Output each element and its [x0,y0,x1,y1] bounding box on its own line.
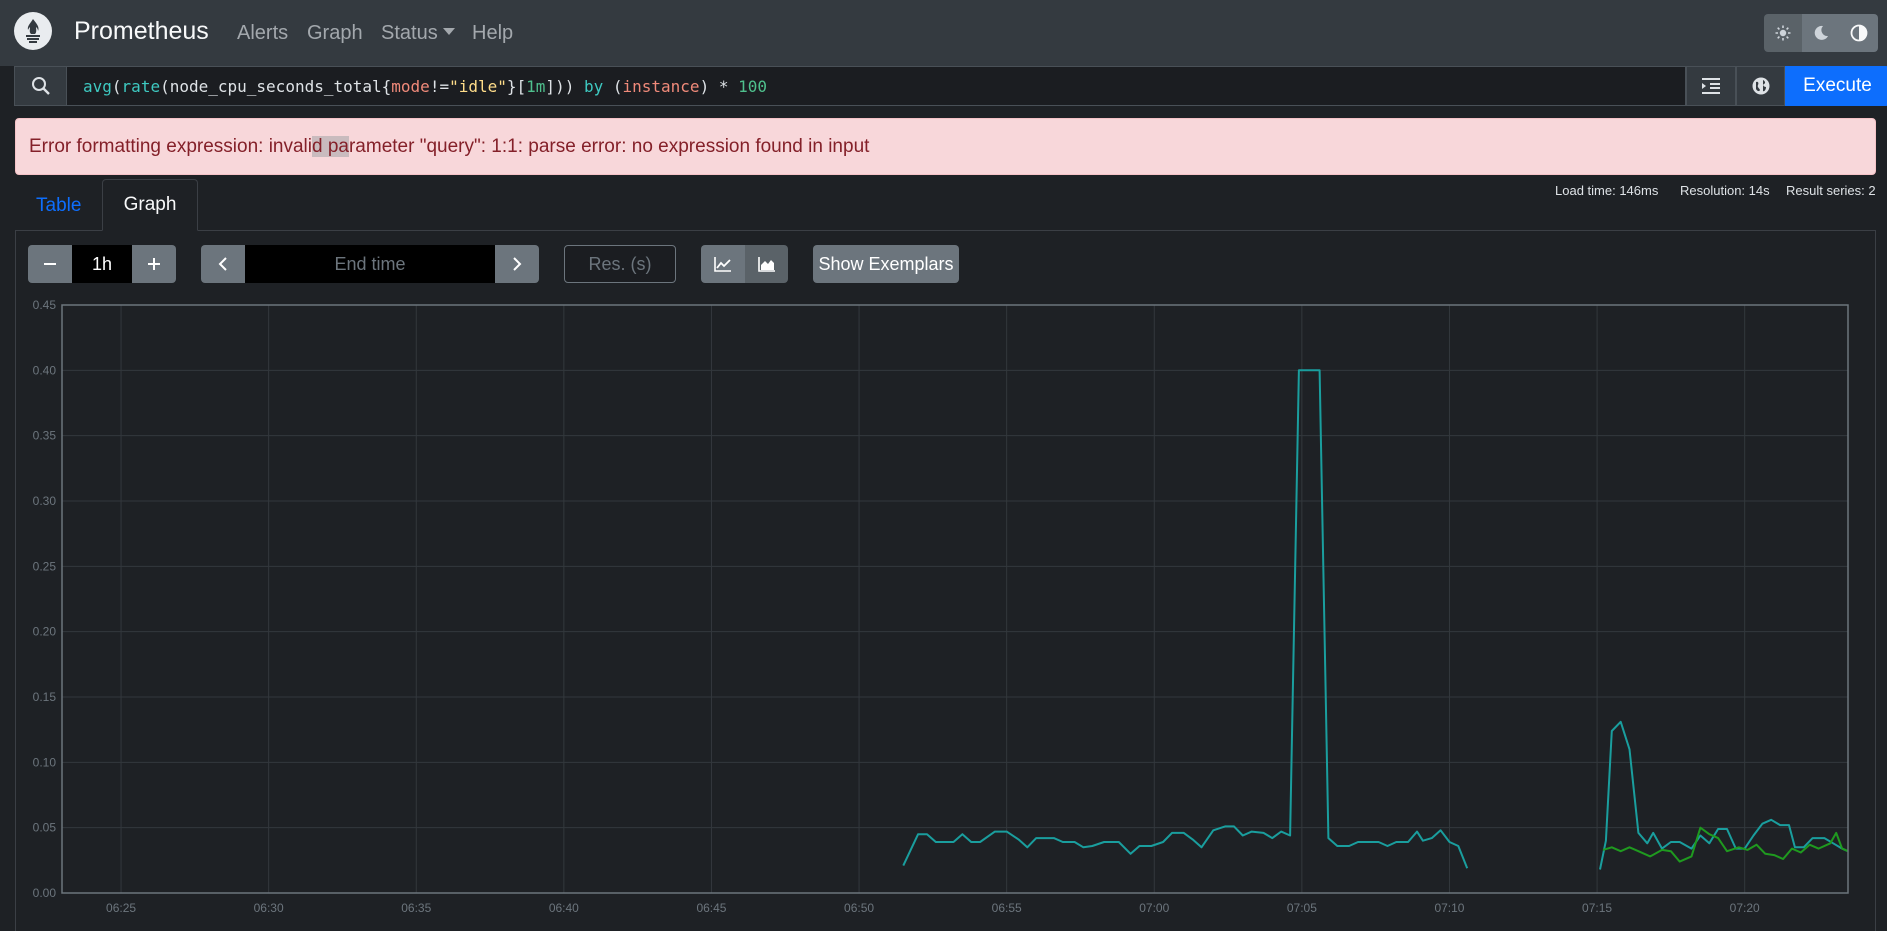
minus-icon [44,263,56,265]
x-tick-label: 07:10 [1434,901,1464,915]
y-tick-label: 0.25 [33,559,57,573]
x-tick-label: 07:05 [1287,901,1317,915]
chevron-left-icon [218,257,227,271]
y-axis: 0.00 0.05 0.10 0.15 0.20 0.25 0.30 0.35 0.40 0.45 [33,298,57,900]
graph-panel [15,231,1876,931]
decrease-range-button[interactable] [28,245,72,283]
expr-token: 1m [526,77,546,96]
expr-token: avg [83,77,112,96]
expr-token: mode [391,77,430,96]
metrics-explorer-button[interactable] [1736,66,1785,106]
stacked-chart-button[interactable] [745,245,788,283]
globe-icon [1752,77,1769,95]
nav-help[interactable]: Help [472,22,514,44]
expr-token: } [506,77,517,96]
chevron-right-icon [513,257,522,271]
x-tick-label: 06:25 [106,901,136,915]
y-tick-label: 0.10 [33,755,57,769]
x-tick-label: 06:40 [549,901,579,915]
line-chart-icon [714,257,731,272]
expr-token: { [381,77,392,96]
x-tick-label: 06:30 [254,901,284,915]
resolution-input[interactable]: Res. (s) [564,245,676,283]
nav-status-label: Status [381,22,438,44]
expr-token: ( [160,77,170,96]
error-text-highlight: d pa [312,136,349,157]
error-alert: Error formatting expression: invalid par… [15,118,1876,175]
indent-icon [1702,78,1720,94]
chart-series [902,369,1849,870]
plot-frame [61,304,1849,894]
brand-title[interactable]: Prometheus [74,17,209,45]
expr-token: rate [121,77,161,96]
chart-grid [62,304,1848,894]
y-tick-label: 0.40 [33,363,57,377]
show-exemplars-button[interactable]: Show Exemplars [813,245,959,283]
nav-graph[interactable]: Graph [307,22,363,44]
expr-token: ( [612,77,623,96]
error-text-end: rameter "query": 1:1: parse error: no ex… [348,136,870,157]
y-tick-label: 0.00 [33,886,57,900]
expr-token: by [574,77,613,96]
contrast-icon[interactable] [1840,14,1878,52]
end-time-back-button[interactable] [201,245,245,283]
expr-token: instance [622,77,700,96]
prometheus-logo-icon[interactable] [14,12,52,50]
expr-token: != [429,77,450,96]
sun-icon[interactable] [1764,14,1802,52]
graph-chart[interactable]: 0.00 0.05 0.10 0.15 0.20 0.25 0.30 0.35 0.40 0.45… [0,290,1887,926]
x-tick-label: 06:35 [401,901,431,915]
y-tick-label: 0.45 [33,298,57,312]
plus-icon [148,258,160,270]
navbar: Prometheus Alerts Graph Status Help [0,0,1887,66]
x-tick-label: 06:45 [696,901,726,915]
series-line[interactable] [902,369,1469,869]
x-tick-label: 07:20 [1730,901,1760,915]
increase-range-button[interactable] [132,245,176,283]
x-axis: 06:25 06:30 06:35 06:40 06:45 06:50 06:55 07:00… [106,901,1760,915]
moon-icon[interactable] [1802,14,1840,52]
x-tick-label: 06:50 [844,901,874,915]
series-line[interactable] [1599,720,1849,870]
load-time: Load time: 146ms [1555,183,1659,198]
nav-alerts[interactable]: Alerts [237,22,289,44]
x-tick-label: 07:15 [1582,901,1612,915]
error-text-start: Error formatting expression: invali [29,136,312,157]
expression-input[interactable]: avg(rate(node_cpu_seconds_total{mode!="i… [67,66,1686,106]
format-expression-button[interactable] [1686,66,1736,106]
expr-token: "idle" [449,77,507,96]
range-input[interactable]: 1h [72,245,132,283]
result-series-stat: Result series: 2 [1786,183,1876,198]
search-icon [14,66,67,106]
theme-toggle-group [1764,14,1878,52]
y-tick-label: 0.35 [33,429,57,443]
expr-token: ) [699,77,710,96]
expr-token: * [709,77,739,96]
expr-token: ] [545,77,556,96]
resolution-stat: Resolution: 14s [1680,183,1770,198]
unstacked-chart-button[interactable] [701,245,745,283]
area-chart-icon [757,257,775,272]
y-tick-label: 0.05 [33,821,57,835]
execute-button[interactable]: Execute [1785,66,1887,106]
tab-graph[interactable]: Graph [102,179,198,231]
series-line[interactable] [1602,826,1849,863]
chevron-down-icon [442,28,455,35]
nav-status[interactable]: Status [381,22,455,45]
tab-divider [15,230,1876,231]
y-tick-label: 0.15 [33,690,57,704]
x-tick-label: 06:55 [992,901,1022,915]
y-tick-label: 0.20 [33,625,57,639]
end-time-forward-button[interactable] [495,245,539,283]
tab-table[interactable]: Table [36,195,82,216]
expr-token: node_cpu_seconds_total [169,77,382,96]
expr-token: )) [555,77,575,96]
expression-row: avg(rate(node_cpu_seconds_total{mode!="i… [14,66,1887,107]
end-time-input[interactable]: End time [245,245,495,283]
expr-token: ( [111,77,122,96]
expr-token: [ [516,77,527,96]
x-tick-label: 07:00 [1139,901,1169,915]
y-tick-label: 0.30 [33,494,57,508]
expr-token: 100 [738,77,768,96]
